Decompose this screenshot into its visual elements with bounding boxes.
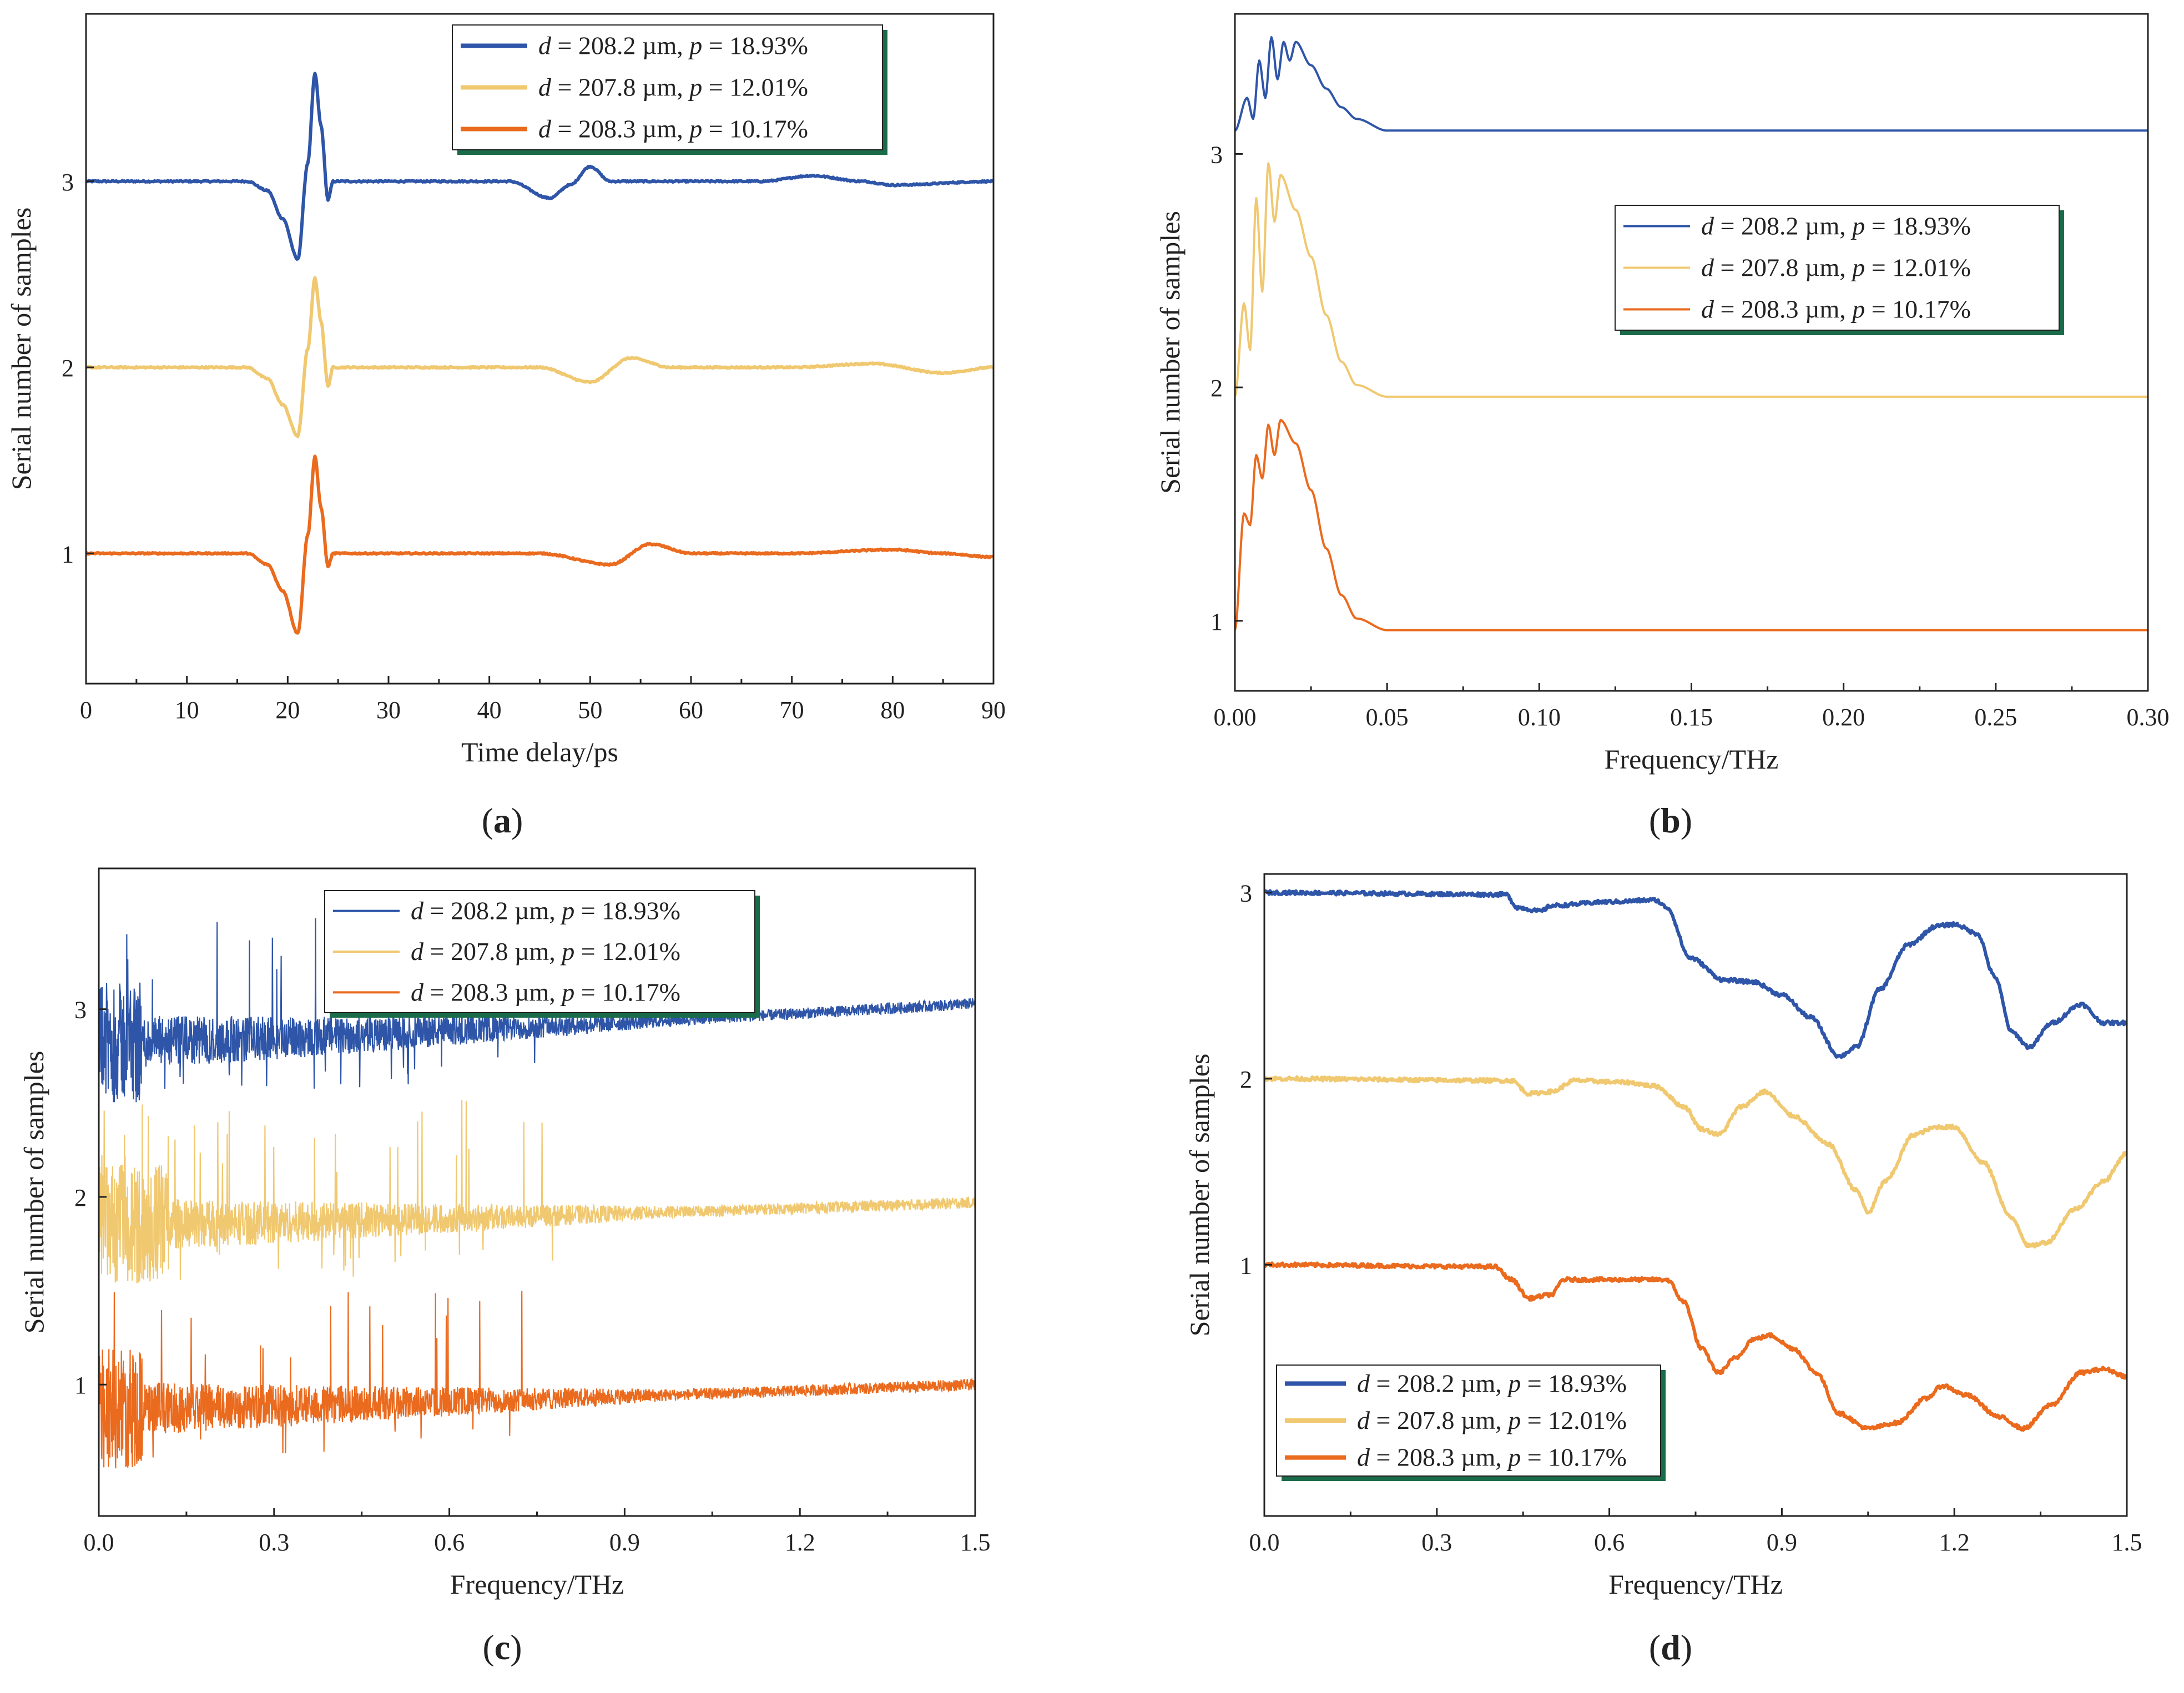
x-tick-label: 50 xyxy=(578,696,602,724)
legend-entry-2: d = 207.8 µm, p = 12.01% xyxy=(1357,1406,1627,1434)
series-line-2 xyxy=(86,276,993,438)
x-axis-title: Frequency/THz xyxy=(1605,744,1779,775)
y-tick-label: 1 xyxy=(1240,1252,1252,1279)
series-line-2 xyxy=(1264,1075,2127,1249)
panel-a: 0 10 20 30 40 50 60 70 80 90 1 2 3 Time delay/ps Seria… xyxy=(6,13,1006,840)
x-tick-label: 30 xyxy=(376,696,401,724)
legend-entry-1: d = 208.2 µm, p = 18.93% xyxy=(1357,1369,1627,1397)
x-tick-label: 0.15 xyxy=(1670,704,1713,731)
x-tick-label: 20 xyxy=(275,696,300,724)
x-tick-label: 10 xyxy=(175,696,199,724)
legend: d = 208.2 µm, p = 18.93% d = 207.8 µm, p … xyxy=(1276,1364,1666,1481)
y-tick-label: 1 xyxy=(1210,608,1223,635)
x-tick-label: 0.05 xyxy=(1366,704,1409,731)
series-line-3 xyxy=(86,454,993,635)
y-axis-title: Serial number of samples xyxy=(1184,1054,1215,1337)
y-tick-label: 3 xyxy=(74,997,87,1024)
panel-caption: (b) xyxy=(1649,801,1692,840)
x-tick-label: 0.30 xyxy=(2127,704,2170,731)
panel-d: 0.0 0.3 0.6 0.9 1.2 1.5 1 2 3 Frequency/THz Serial… xyxy=(1184,873,2142,1667)
x-axis-title: Frequency/THz xyxy=(450,1569,624,1600)
plot-area xyxy=(86,72,993,635)
x-tick-label: 0.3 xyxy=(1421,1529,1452,1556)
y-tick-label: 3 xyxy=(1240,880,1252,907)
y-tick-label: 2 xyxy=(1240,1066,1252,1093)
legend-entry-3: d = 208.3 µm, p = 10.17% xyxy=(1357,1443,1627,1472)
series-line-1 xyxy=(1264,889,2127,1059)
y-tick-label: 3 xyxy=(1210,141,1223,168)
x-axis-title: Frequency/THz xyxy=(1608,1569,1783,1600)
panel-b: 0.00 0.05 0.10 0.15 0.20 0.25 0.30 1 2 3 Frequency… xyxy=(1154,13,2170,840)
series-line-2 xyxy=(99,1100,975,1283)
series-line-3 xyxy=(1235,419,2148,631)
panel-caption: (a) xyxy=(482,801,523,840)
x-tick-label: 80 xyxy=(880,696,905,724)
x-tick-label: 0.6 xyxy=(434,1529,465,1556)
legend: d = 208.2 µm, p = 18.93% d = 207.8 µm, p … xyxy=(324,890,760,1018)
y-tick-label: 2 xyxy=(1210,375,1223,402)
legend: d = 208.2 µm, p = 18.93% d = 207.8 µm, p … xyxy=(452,24,887,155)
series-line-2 xyxy=(1235,162,2148,398)
x-tick-label: 0.9 xyxy=(609,1529,640,1556)
x-tick-label: 1.5 xyxy=(2112,1529,2142,1556)
plot-area xyxy=(99,916,975,1469)
legend-entry-3: d = 208.3 µm, p = 10.17% xyxy=(538,115,808,143)
x-tick-label: 0.10 xyxy=(1518,704,1561,731)
y-tick-label: 2 xyxy=(74,1184,87,1211)
x-tick-label: 0.00 xyxy=(1214,704,1257,731)
series-line-3 xyxy=(99,1291,975,1469)
x-tick-label: 1.5 xyxy=(960,1529,991,1556)
x-tick-label: 90 xyxy=(981,696,1006,724)
x-tick-label: 0.6 xyxy=(1594,1529,1625,1556)
legend-entry-3: d = 208.3 µm, p = 10.17% xyxy=(1701,295,1971,324)
x-tick-label: 0.25 xyxy=(1974,704,2017,731)
x-tick-label: 60 xyxy=(679,696,703,724)
x-tick-label: 1.2 xyxy=(785,1529,815,1556)
axes-frame xyxy=(1234,13,2149,692)
panel-c: 0.0 0.3 0.6 0.9 1.2 1.5 1 2 3 Frequency/THz Serial… xyxy=(18,867,991,1667)
series-line-1 xyxy=(86,72,993,261)
y-axis-title: Serial number of samples xyxy=(18,1051,49,1334)
legend-entry-2: d = 207.8 µm, p = 12.01% xyxy=(1701,254,1971,282)
x-tick-label: 70 xyxy=(780,696,804,724)
y-tick-label: 3 xyxy=(62,169,74,196)
x-tick-label: 40 xyxy=(477,696,502,724)
x-tick-label: 0.20 xyxy=(1822,704,1865,731)
panel-caption: (c) xyxy=(482,1628,522,1667)
x-tick-label: 0 xyxy=(80,696,92,724)
plot-area xyxy=(1235,36,2148,631)
y-axis-title: Serial number of samples xyxy=(6,208,37,491)
y-axis-title: Serial number of samples xyxy=(1154,211,1186,494)
x-axis-title: Time delay/ps xyxy=(461,736,618,767)
legend-entry-1: d = 208.2 µm, p = 18.93% xyxy=(1701,212,1971,240)
legend-entry-2: d = 207.8 µm, p = 12.01% xyxy=(411,937,680,966)
y-tick-label: 1 xyxy=(62,540,74,568)
plot-area xyxy=(1264,889,2127,1432)
panel-caption: (d) xyxy=(1649,1628,1692,1667)
x-tick-label: 1.2 xyxy=(1939,1529,1970,1556)
x-tick-label: 0.0 xyxy=(1249,1529,1280,1556)
x-tick-label: 0.0 xyxy=(84,1529,114,1556)
x-tick-label: 0.3 xyxy=(259,1529,289,1556)
series-line-3 xyxy=(1264,1261,2127,1432)
legend-entry-2: d = 207.8 µm, p = 12.01% xyxy=(538,73,808,102)
y-tick-label: 2 xyxy=(62,355,74,382)
x-tick-label: 0.9 xyxy=(1767,1529,1797,1556)
legend-entry-3: d = 208.3 µm, p = 10.17% xyxy=(411,978,680,1006)
legend-entry-1: d = 208.2 µm, p = 18.93% xyxy=(411,897,680,925)
legend-entry-1: d = 208.2 µm, p = 18.93% xyxy=(538,32,808,60)
series-line-1 xyxy=(1235,36,2148,132)
y-tick-label: 1 xyxy=(74,1372,87,1399)
legend: d = 208.2 µm, p = 18.93% d = 207.8 µm, p … xyxy=(1615,205,2064,335)
series-line-1 xyxy=(99,916,975,1103)
